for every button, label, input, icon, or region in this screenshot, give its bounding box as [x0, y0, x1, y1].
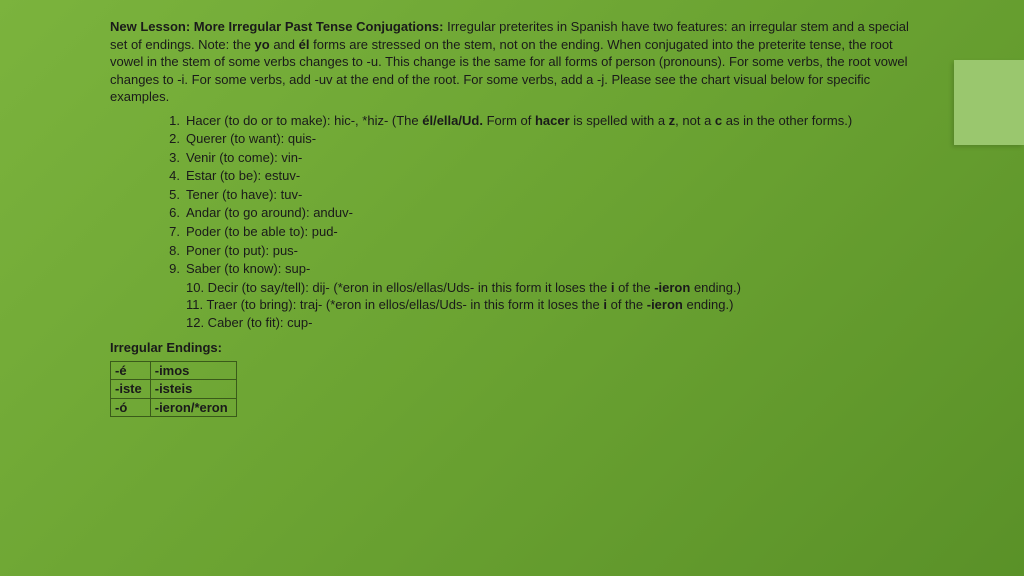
cell: -iste [111, 380, 151, 399]
endings-table: -é -imos -iste -isteis -ó -ieron/*eron [110, 361, 237, 418]
intro-bold-yo: yo [255, 37, 270, 52]
list-num: 4. [158, 167, 180, 185]
list-item: 2. Querer (to want): quis- [158, 130, 914, 148]
table-row: -ó -ieron/*eron [111, 398, 237, 417]
intro-paragraph: New Lesson: More Irregular Past Tense Co… [110, 18, 914, 106]
list-text: Andar (to go around): anduv- [186, 204, 353, 222]
lesson-title: New Lesson: More Irregular Past Tense Co… [110, 19, 444, 34]
list-num: 6. [158, 204, 180, 222]
list-text: Querer (to want): quis- [186, 130, 316, 148]
list-text: Poner (to put): pus- [186, 242, 298, 260]
list-item: 1. Hacer (to do or to make): hic-, *hiz-… [158, 112, 914, 130]
intro-bold-el: él [299, 37, 310, 52]
accent-block [954, 60, 1024, 145]
cell: -ó [111, 398, 151, 417]
list-item: 5. Tener (to have): tuv- [158, 186, 914, 204]
list-text: Hacer (to do or to make): hic-, *hiz- (T… [186, 112, 852, 130]
list-num: 1. [158, 112, 180, 130]
list-item: 9. Saber (to know): sup- [158, 260, 914, 278]
cell: -ieron/*eron [150, 398, 236, 417]
slide-content: New Lesson: More Irregular Past Tense Co… [0, 0, 1024, 435]
list-num: 7. [158, 223, 180, 241]
list-text: Estar (to be): estuv- [186, 167, 300, 185]
list-item: 7. Poder (to be able to): pud- [158, 223, 914, 241]
intro-mid: and [270, 37, 299, 52]
list-num: 2. [158, 130, 180, 148]
verb-list: 1. Hacer (to do or to make): hic-, *hiz-… [110, 112, 914, 332]
sub-item: 12. Caber (to fit): cup- [158, 314, 914, 332]
table-row: -iste -isteis [111, 380, 237, 399]
list-item: 8. Poner (to put): pus- [158, 242, 914, 260]
table-row: -é -imos [111, 361, 237, 380]
cell: -é [111, 361, 151, 380]
list-num: 3. [158, 149, 180, 167]
list-text: Venir (to come): vin- [186, 149, 302, 167]
list-num: 9. [158, 260, 180, 278]
list-num: 5. [158, 186, 180, 204]
list-item: 4. Estar (to be): estuv- [158, 167, 914, 185]
list-text: Saber (to know): sup- [186, 260, 310, 278]
list-text: Poder (to be able to): pud- [186, 223, 338, 241]
cell: -imos [150, 361, 236, 380]
cell: -isteis [150, 380, 236, 399]
list-item: 6. Andar (to go around): anduv- [158, 204, 914, 222]
sub-item: 10. Decir (to say/tell): dij- (*eron in … [158, 279, 914, 297]
endings-heading: Irregular Endings: [110, 339, 914, 357]
sub-item: 11. Traer (to bring): traj- (*eron in el… [158, 296, 914, 314]
list-text: Tener (to have): tuv- [186, 186, 302, 204]
list-num: 8. [158, 242, 180, 260]
list-item: 3. Venir (to come): vin- [158, 149, 914, 167]
